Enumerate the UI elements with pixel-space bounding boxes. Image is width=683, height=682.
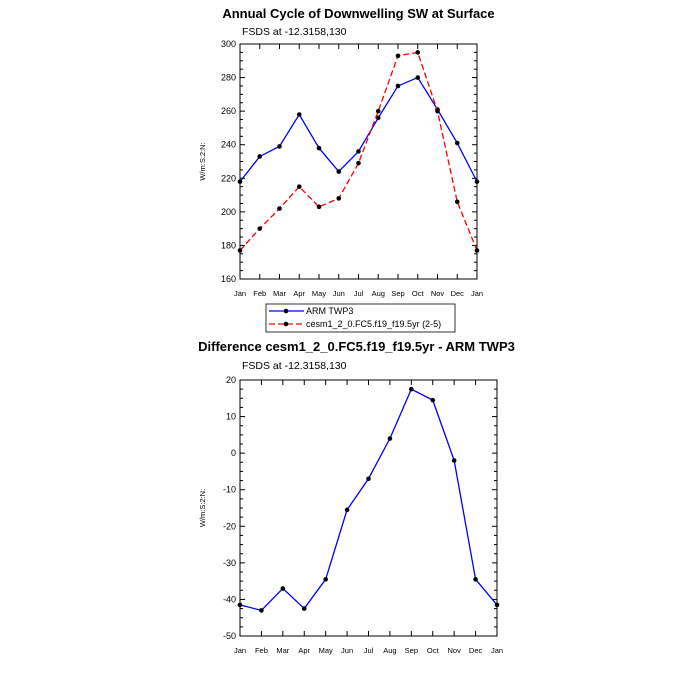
y-tick-label: 160 <box>221 274 236 284</box>
data-point <box>454 140 460 146</box>
y-tick-label: -30 <box>223 558 236 568</box>
y-tick-label: 220 <box>221 173 236 183</box>
chart-subtitle: FSDS at -12.3158,130 <box>242 26 347 38</box>
y-tick-label: 180 <box>221 240 236 250</box>
x-tick-label: Jan <box>491 646 503 655</box>
data-point <box>366 476 371 482</box>
data-point <box>474 179 480 184</box>
x-tick-label: Jul <box>354 289 364 298</box>
series-line-1 <box>239 388 498 612</box>
x-tick-label: Jan <box>471 289 483 298</box>
data-point <box>409 386 414 392</box>
data-point <box>344 507 350 513</box>
x-tick-label: Apr <box>293 289 305 298</box>
x-tick-label: Mar <box>273 289 286 298</box>
data-point <box>430 397 436 403</box>
x-tick-label: May <box>312 289 326 298</box>
x-tick-label: Feb <box>255 646 268 655</box>
legend-label: ARM TWP3 <box>306 306 353 316</box>
legend-box <box>265 303 456 333</box>
x-tick-label: Jun <box>341 646 353 655</box>
x-tick-label: Apr <box>298 646 310 655</box>
x-tick-label: Oct <box>427 646 440 655</box>
y-tick-label: 20 <box>226 375 236 385</box>
y-tick-label: 0 <box>231 448 236 458</box>
data-point <box>474 248 480 253</box>
y-tick-label: -20 <box>223 521 236 531</box>
x-tick-label: Jan <box>234 289 246 298</box>
data-point <box>257 154 263 159</box>
data-point <box>336 169 342 174</box>
legend: ARM TWP3 cesm1_2_0.FC5.f19_f19.5yr (2-5) <box>265 303 456 333</box>
data-point <box>280 586 286 591</box>
y-tick-label: 200 <box>221 207 236 217</box>
data-point <box>473 577 478 582</box>
y-tick-label: 280 <box>221 73 236 83</box>
data-point <box>415 50 421 55</box>
legend-marker <box>283 321 289 327</box>
data-point <box>277 206 282 211</box>
x-tick-label: Sep <box>405 646 418 655</box>
legend-label: cesm1_2_0.FC5.f19_f19.5yr (2-5) <box>306 319 441 329</box>
plot-frame <box>239 379 498 637</box>
data-point <box>316 204 322 210</box>
data-point <box>316 145 322 151</box>
data-point <box>387 436 393 441</box>
chart-title: Annual Cycle of Downwelling SW at Surfac… <box>222 6 494 21</box>
data-point <box>237 248 243 253</box>
y-axis-label: W/m:S:2:N: <box>198 489 207 527</box>
data-point <box>277 144 282 149</box>
x-tick-label: May <box>319 646 333 655</box>
x-tick-label: Jun <box>333 289 345 298</box>
data-point <box>356 160 361 166</box>
chart-1: Annual Cycle of Downwelling SW at Surfac… <box>198 6 495 333</box>
data-point <box>395 83 401 89</box>
x-tick-label: Mar <box>276 646 289 655</box>
x-tick-label: Dec <box>451 289 465 298</box>
y-axis-label: W/m:S:2:N: <box>198 142 207 180</box>
x-tick-label: Feb <box>253 289 266 298</box>
x-tick-label: Sep <box>391 289 404 298</box>
x-tick-label: Nov <box>447 646 461 655</box>
x-tick-label: Dec <box>469 646 483 655</box>
data-point <box>296 184 302 189</box>
data-point <box>451 458 457 463</box>
data-point <box>336 196 342 201</box>
data-point <box>237 602 243 608</box>
data-point <box>454 199 460 205</box>
y-tick-label: 10 <box>226 412 236 422</box>
y-tick-label: -40 <box>223 594 236 604</box>
data-point <box>375 108 381 114</box>
y-tick-label: 240 <box>221 140 236 150</box>
chart-2: Difference cesm1_2_0.FC5.f19_f19.5yr - A… <box>198 339 515 655</box>
data-point <box>356 149 361 154</box>
data-point <box>375 115 381 121</box>
legend-marker <box>283 308 289 314</box>
x-tick-label: Jan <box>234 646 246 655</box>
y-tick-label: -50 <box>223 631 236 641</box>
data-point <box>259 608 264 613</box>
data-point <box>257 226 263 231</box>
x-tick-label: Aug <box>383 646 396 655</box>
y-tick-label: -10 <box>223 485 236 495</box>
x-tick-label: Aug <box>372 289 385 298</box>
chart-subtitle: FSDS at -12.3158,130 <box>242 360 347 372</box>
x-tick-label: Nov <box>431 289 445 298</box>
data-point <box>415 75 421 80</box>
data-point <box>435 108 440 114</box>
data-point <box>395 53 401 59</box>
data-point <box>296 112 302 117</box>
y-tick-label: 300 <box>221 39 236 49</box>
data-point <box>237 179 243 184</box>
x-tick-label: Jul <box>364 646 374 655</box>
x-tick-label: Oct <box>412 289 425 298</box>
chart-title: Difference cesm1_2_0.FC5.f19_f19.5yr - A… <box>198 339 515 354</box>
data-point <box>301 606 307 611</box>
y-tick-label: 260 <box>221 106 236 116</box>
data-point <box>494 602 500 608</box>
data-point <box>323 577 328 582</box>
